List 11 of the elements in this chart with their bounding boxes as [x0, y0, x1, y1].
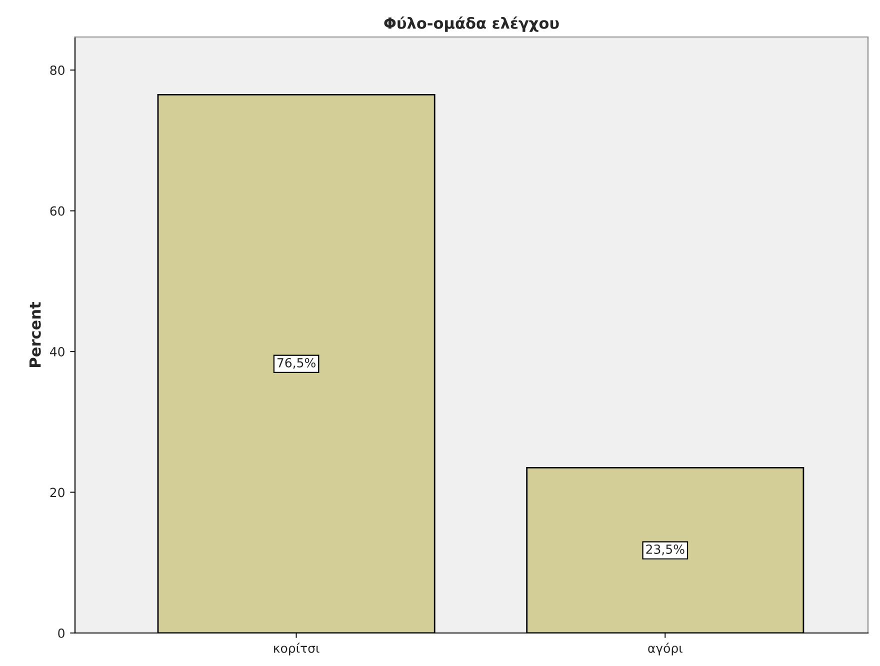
y-tick-label: 0	[58, 628, 64, 638]
x-tick-label: αγόρι	[648, 642, 682, 656]
y-axis-title: Percent	[30, 302, 41, 367]
y-tick-label: 20	[50, 488, 64, 498]
y-tick-label: 60	[50, 206, 64, 216]
y-tick-label: 40	[50, 347, 64, 356]
data-label: 23,5%	[646, 544, 684, 556]
chart-title: Φύλο-ομάδα ελέγχου	[384, 16, 559, 32]
data-label: 76,5%	[277, 358, 316, 369]
y-tick-label: 80	[50, 66, 64, 75]
x-tick-label: κορίτσι	[274, 642, 320, 656]
